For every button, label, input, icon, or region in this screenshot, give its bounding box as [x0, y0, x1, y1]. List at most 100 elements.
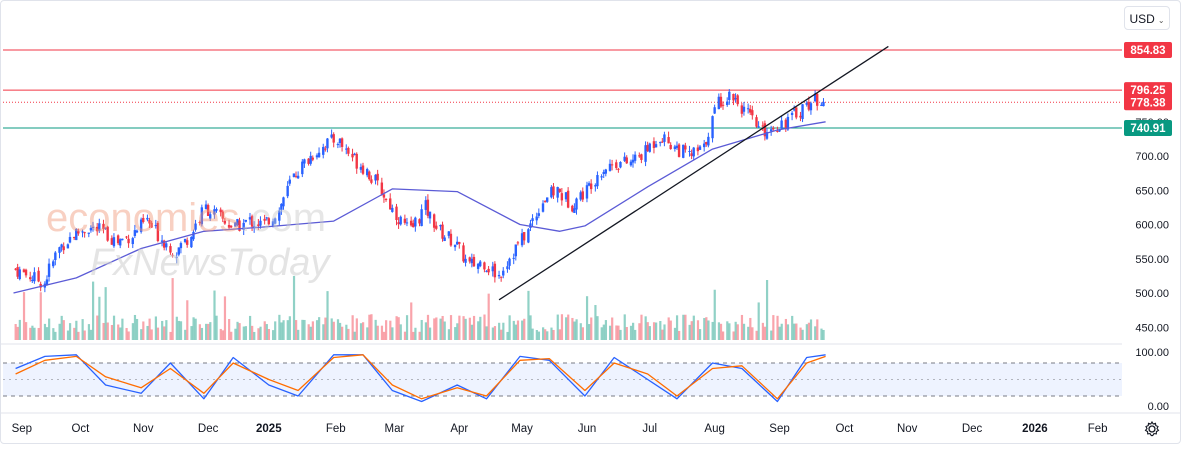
- volume-bar: [684, 314, 687, 340]
- volume-bar: [16, 326, 19, 340]
- candle-body: [209, 214, 212, 219]
- candle-body: [183, 238, 187, 242]
- volume-bar: [353, 331, 356, 340]
- candle-body: [610, 164, 614, 166]
- candle-body: [265, 217, 268, 219]
- volume-bar: [596, 316, 599, 340]
- candle-body: [447, 231, 451, 236]
- candle-body: [384, 198, 388, 200]
- volume-bar: [169, 331, 172, 340]
- volume-bar: [148, 318, 151, 340]
- candle-body: [77, 231, 80, 234]
- volume-bar: [508, 315, 511, 340]
- candle-body: [296, 175, 300, 179]
- candle-body: [294, 175, 298, 177]
- volume-bar: [366, 327, 369, 340]
- candle-body: [282, 197, 285, 207]
- volume-bar: [493, 326, 497, 340]
- volume-bar: [698, 329, 702, 340]
- candle-body: [303, 159, 306, 164]
- volume-bar: [523, 318, 526, 340]
- candle-body: [550, 187, 553, 198]
- candle-body: [223, 220, 227, 224]
- candle-body: [502, 270, 505, 276]
- volume-bar: [33, 327, 36, 340]
- volume-bar: [297, 329, 300, 340]
- currency-selector-button[interactable]: USD ⌄: [1124, 6, 1170, 30]
- candle-body: [338, 138, 342, 144]
- candle-body: [692, 147, 695, 157]
- volume-bar: [39, 292, 42, 340]
- volume-bar: [669, 320, 672, 340]
- candle-body: [633, 154, 637, 161]
- candle-body: [267, 218, 271, 225]
- volume-bar: [234, 328, 237, 340]
- candle-body: [654, 144, 658, 148]
- volume-bar: [629, 325, 633, 340]
- volume-bar: [728, 323, 731, 340]
- volume-bar: [280, 322, 283, 340]
- candle-body: [470, 258, 474, 264]
- volume-bar: [362, 322, 365, 340]
- candle-body: [638, 155, 641, 157]
- candle-body: [102, 223, 105, 230]
- volume-bar: [68, 323, 72, 340]
- candle-body: [198, 222, 201, 224]
- volume-bar: [456, 323, 459, 340]
- time-axis-tick-Dec: Dec: [962, 423, 983, 435]
- volume-bar: [98, 296, 101, 340]
- candle-body: [472, 256, 476, 267]
- volume-bar: [370, 314, 373, 340]
- settings-gear-icon[interactable]: [1142, 419, 1162, 439]
- candle-body: [813, 93, 817, 102]
- candle-body: [242, 222, 245, 230]
- candle-body: [476, 263, 480, 269]
- volume-bar: [14, 324, 17, 340]
- volume-bar: [546, 331, 549, 340]
- candle-body: [755, 117, 758, 127]
- candle-body: [807, 101, 811, 110]
- candle-body: [414, 217, 417, 227]
- volume-bar: [326, 291, 329, 340]
- volume-bar: [165, 320, 168, 340]
- volume-bar: [257, 328, 260, 340]
- candle-body: [146, 217, 149, 220]
- candle-body: [617, 168, 620, 170]
- volume-bar: [87, 324, 91, 340]
- candle-body: [263, 218, 266, 221]
- candle-body: [740, 105, 744, 114]
- volume-bar: [692, 315, 695, 340]
- volume-bar: [661, 329, 664, 340]
- candle-body: [190, 236, 193, 248]
- candle-body: [575, 198, 578, 210]
- time-axis-tick-Sep: Sep: [12, 423, 32, 435]
- volume-bar: [458, 315, 461, 340]
- time-axis-tick-Dec: Dec: [198, 423, 219, 435]
- candle-body: [520, 233, 524, 246]
- candle-body: [464, 258, 467, 263]
- candle-body: [560, 193, 564, 201]
- candle-body: [112, 237, 116, 247]
- volume-bar: [711, 321, 714, 340]
- candle-body: [648, 143, 651, 152]
- volume-bar: [435, 317, 438, 340]
- candle-body: [707, 136, 710, 146]
- candle-body: [684, 145, 687, 150]
- candle-body: [22, 269, 26, 273]
- volume-bar: [696, 320, 700, 340]
- volume-bar: [690, 321, 693, 340]
- candle-body: [485, 270, 488, 272]
- candle-body: [98, 223, 101, 231]
- volume-bar: [594, 305, 597, 340]
- volume-bar: [571, 317, 574, 340]
- volume-bar: [131, 323, 134, 340]
- volume-bar: [200, 327, 204, 340]
- time-axis-tick-Oct: Oct: [71, 423, 90, 435]
- volume-bar: [747, 326, 750, 340]
- volume-bar: [516, 320, 520, 340]
- candle-body: [604, 169, 608, 174]
- volume-bar: [267, 329, 271, 340]
- candle-body: [441, 224, 444, 239]
- volume-bar: [556, 314, 559, 340]
- candle-body: [646, 145, 649, 151]
